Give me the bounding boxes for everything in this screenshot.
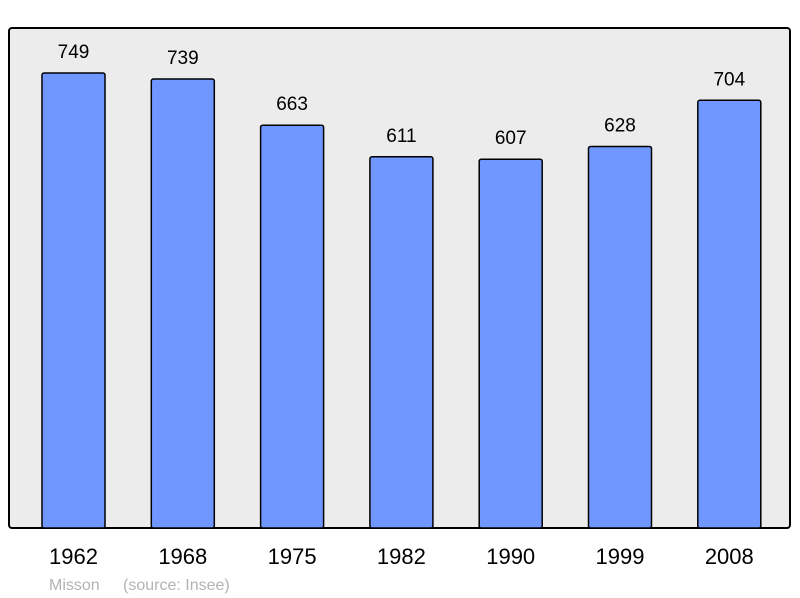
bar-1968 bbox=[150, 78, 216, 529]
x-tick-label: 1962 bbox=[49, 544, 98, 569]
x-tick-label: 1999 bbox=[596, 544, 645, 569]
data-label-1975: 663 bbox=[276, 94, 308, 115]
bar-1982 bbox=[369, 156, 434, 529]
data-label-1968: 739 bbox=[167, 48, 199, 69]
footer-source: (source: Insee) bbox=[123, 577, 230, 594]
x-tick-label: 1975 bbox=[268, 544, 317, 569]
data-label-1999: 628 bbox=[604, 115, 636, 136]
bar-1962 bbox=[41, 72, 106, 529]
x-tick-label: 1982 bbox=[377, 544, 426, 569]
bar-2008 bbox=[697, 99, 762, 529]
bar-1975 bbox=[259, 124, 325, 529]
bar-1990 bbox=[478, 158, 543, 529]
data-label-1982: 611 bbox=[386, 126, 416, 147]
x-tick-label: 1968 bbox=[158, 544, 207, 569]
x-tick-label: 2008 bbox=[705, 544, 754, 569]
bar-1999 bbox=[587, 145, 653, 529]
data-label-2008: 704 bbox=[713, 69, 745, 90]
x-tick-label: 1990 bbox=[486, 544, 535, 569]
data-label-1962: 749 bbox=[58, 42, 90, 63]
data-label-1990: 607 bbox=[495, 128, 527, 149]
footer-place: Misson bbox=[49, 577, 100, 594]
